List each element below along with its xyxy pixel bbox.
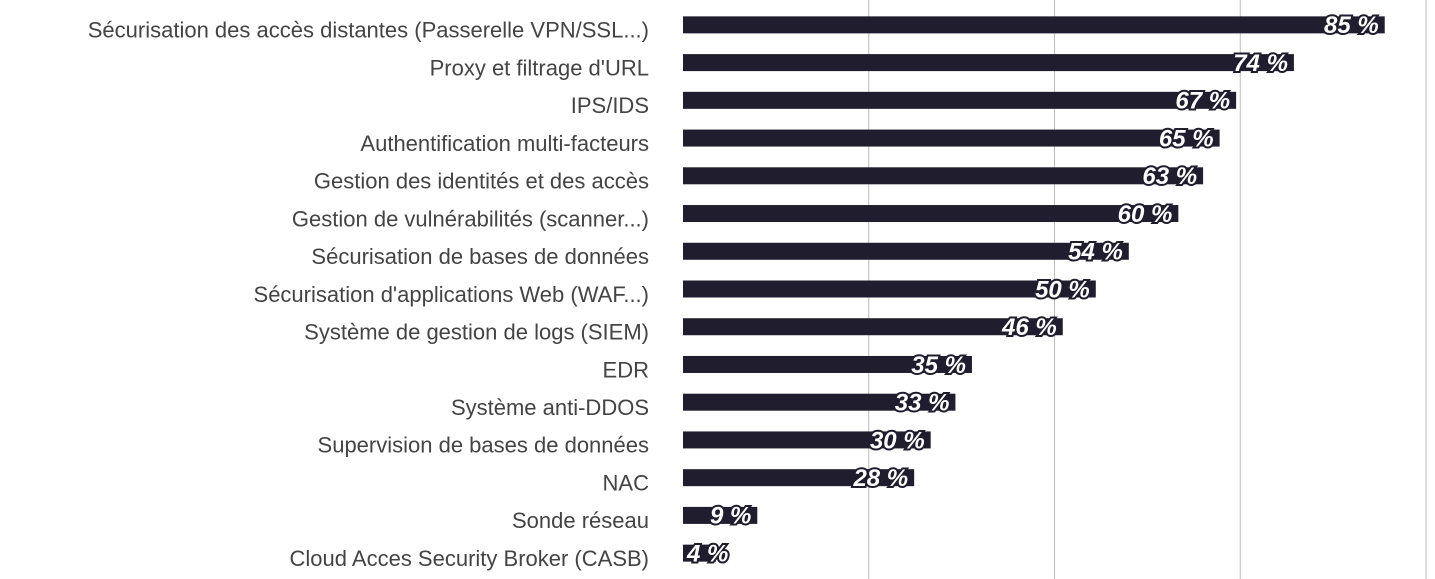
- value-label: 65 %: [1159, 125, 1214, 152]
- bar: [683, 431, 931, 449]
- category-label: Gestion de vulnérabilités (scanner...): [292, 206, 649, 231]
- bar: [683, 355, 972, 373]
- category-label: NAC: [603, 470, 650, 495]
- value-label: 54 %: [1068, 239, 1123, 266]
- bar: [683, 544, 717, 562]
- bar: [683, 469, 915, 487]
- value-label: 35 %: [911, 352, 966, 379]
- category-label: Sécurisation d'applications Web (WAF...): [254, 282, 649, 307]
- value-label: 67 %: [1175, 88, 1230, 115]
- value-label: 46 %: [1001, 314, 1057, 341]
- category-label: Sécurisation de bases de données: [311, 244, 649, 269]
- bar: [683, 54, 1294, 72]
- value-label: 4 %: [686, 540, 728, 567]
- bar: [683, 318, 1063, 336]
- bar: [683, 129, 1220, 147]
- bar: [683, 16, 1385, 34]
- bar: [683, 280, 1096, 298]
- value-label: 85 %: [1324, 12, 1379, 39]
- category-label: Gestion des identités et des accès: [314, 169, 649, 194]
- category-label: Système de gestion de logs (SIEM): [304, 320, 649, 345]
- value-label: 33 %: [895, 390, 950, 417]
- bar: [683, 91, 1237, 109]
- value-label: 28 %: [852, 465, 908, 492]
- category-label: Proxy et filtrage d'URL: [430, 55, 649, 80]
- value-label: 63 %: [1142, 163, 1197, 190]
- value-label: 60 %: [1118, 201, 1173, 228]
- bar: [683, 205, 1179, 223]
- value-label: 30 %: [870, 427, 925, 454]
- value-label: 50 %: [1035, 276, 1090, 303]
- category-label: Authentification multi-facteurs: [360, 131, 649, 156]
- category-label: Supervision de bases de données: [318, 433, 649, 458]
- category-label: IPS/IDS: [571, 93, 649, 118]
- bar: [683, 167, 1204, 185]
- value-label: 74 %: [1233, 50, 1288, 77]
- category-label: Système anti-DDOS: [451, 395, 649, 420]
- bar: [683, 506, 758, 524]
- bar: [683, 242, 1129, 260]
- value-label: 9 %: [710, 503, 751, 530]
- category-label: Sonde réseau: [512, 508, 649, 533]
- category-label: Sécurisation des accès distantes (Passer…: [88, 18, 649, 43]
- category-label: Cloud Acces Security Broker (CASB): [290, 546, 649, 571]
- bar: [683, 393, 956, 411]
- category-label: EDR: [603, 357, 649, 382]
